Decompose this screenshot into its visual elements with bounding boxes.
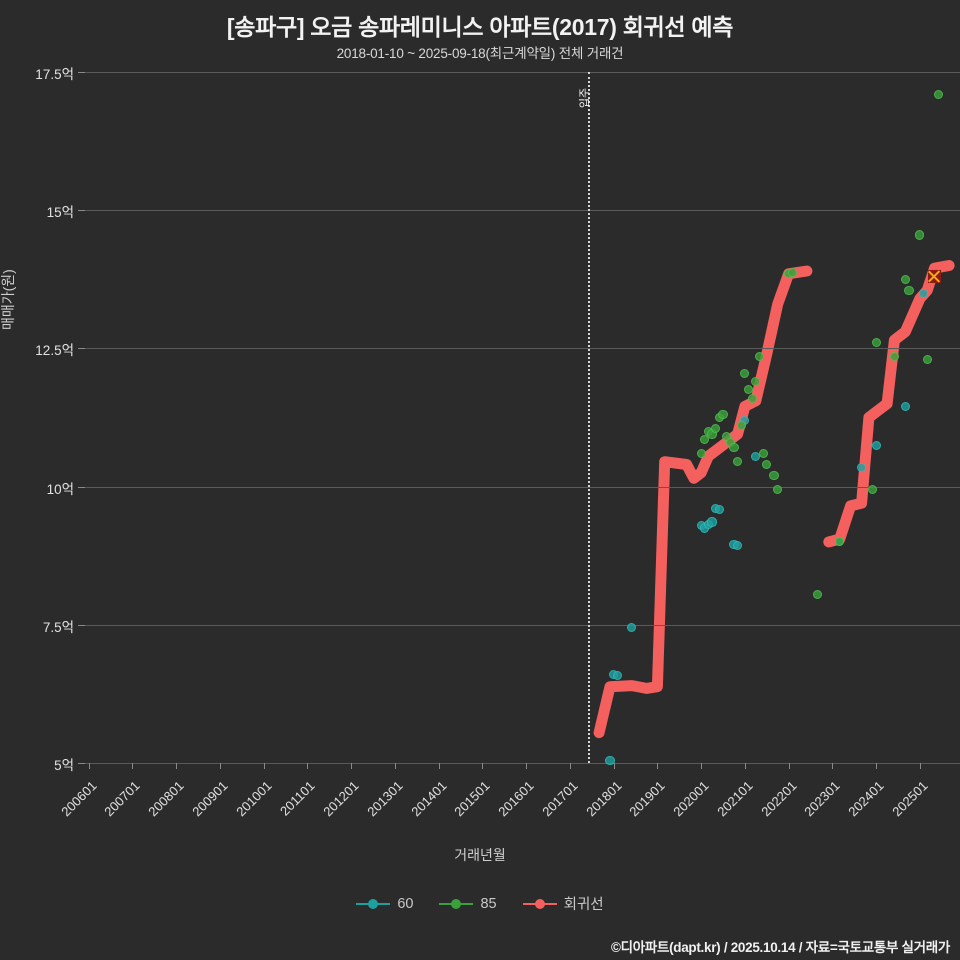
y-tick-mark <box>78 624 85 626</box>
y-tick-label: 5억 <box>54 758 74 773</box>
scatter-point-85 <box>889 352 899 362</box>
footer-credit: ©디아파트(dapt.kr) / 2025.10.14 / 자료=국토교통부 실… <box>610 940 950 955</box>
scatter-point-60 <box>856 462 867 472</box>
x-axis-title: 거래년월 <box>454 847 506 863</box>
scatter-point-85 <box>758 448 768 459</box>
scatter-point-60 <box>733 541 743 551</box>
legend-label: 회귀선 <box>563 897 604 913</box>
x-tick-mark <box>526 763 528 769</box>
legend-swatch-icon <box>356 897 391 911</box>
y-tick-label: 15억 <box>46 205 74 221</box>
scatter-point-85 <box>743 385 754 395</box>
x-tick-mark <box>613 763 615 769</box>
x-tick-mark <box>744 763 746 769</box>
latest-contract-marker <box>927 270 941 284</box>
x-tick-mark <box>219 763 221 769</box>
legend-swatch-icon <box>439 897 474 911</box>
x-tick-mark <box>263 763 265 769</box>
scatter-point-85 <box>787 267 797 277</box>
scatter-point-85 <box>769 470 779 481</box>
x-tick-mark <box>351 763 353 769</box>
x-tick-mark <box>176 763 178 769</box>
scatter-point-85 <box>733 457 743 467</box>
move-in-event-label: 입주 <box>579 87 592 109</box>
y-tick-mark <box>78 210 85 212</box>
legend-item-1[interactable]: 60 <box>356 896 413 912</box>
y-tick-label: 10억 <box>46 481 74 497</box>
x-tick-mark <box>569 763 571 769</box>
scatter-point-85 <box>751 376 761 387</box>
x-tick-mark <box>132 763 134 769</box>
x-tick-mark <box>88 763 90 769</box>
plot-area <box>85 72 960 765</box>
scatter-point-85 <box>718 410 728 420</box>
gridline-y <box>85 486 960 488</box>
scatter-point-85 <box>729 443 739 453</box>
scatter-point-85 <box>904 285 914 295</box>
scatter-point-60 <box>918 288 929 298</box>
scatter-point-85 <box>867 484 878 494</box>
gridline-y <box>85 210 960 212</box>
scatter-point-85 <box>813 589 823 599</box>
regression-line-layer <box>593 260 955 739</box>
scatter-point-60 <box>900 401 910 412</box>
y-tick-mark <box>78 486 85 488</box>
scatter-point-85 <box>700 435 710 445</box>
chart-legend: 60 85 회귀선 <box>0 893 960 914</box>
y-tick-mark <box>78 763 85 764</box>
legend-item-3[interactable]: 회귀선 <box>522 893 604 914</box>
scatter-point-85 <box>871 338 881 348</box>
y-axis-title: 매매가(원) <box>0 269 16 330</box>
x-tick-mark <box>307 763 309 769</box>
y-tick-mark <box>78 72 85 73</box>
x-tick-mark <box>394 763 396 769</box>
scatter-point-60 <box>605 755 615 765</box>
scatter-point-60 <box>612 671 622 681</box>
x-tick-mark <box>919 763 921 769</box>
scatter-point-85 <box>711 423 721 434</box>
scatter-point-85 <box>773 484 783 494</box>
y-tick-label: 12.5억 <box>35 343 74 359</box>
scatter-point-85 <box>747 393 757 403</box>
legend-item-2[interactable]: 85 <box>439 895 497 912</box>
scatter-point-60 <box>627 622 637 633</box>
x-tick-mark <box>788 763 790 769</box>
scatter-point-85 <box>915 230 925 240</box>
regression-line-segment <box>823 260 955 548</box>
scatter-point-60 <box>871 440 881 450</box>
chart-subtitle: 2018-01-10 ~ 2025-09-18(최근계약일) 전체 거래건 <box>336 46 624 61</box>
x-tick-mark <box>438 763 440 769</box>
legend-swatch-icon <box>522 897 557 911</box>
x-tick-mark <box>832 763 834 769</box>
y-tick-label: 17.5억 <box>35 67 74 82</box>
x-tick-mark <box>876 763 878 769</box>
scatter-point-85 <box>933 89 943 99</box>
gridline-y <box>85 72 960 73</box>
y-tick-mark <box>78 348 85 350</box>
gridline-y <box>85 763 960 764</box>
page-title: [송파구] 오금 송파레미니스 아파트(2017) 회귀선 예측 <box>226 14 734 40</box>
scatter-point-85 <box>922 354 932 365</box>
legend-label: 85 <box>480 895 497 912</box>
scatter-point-60 <box>714 505 724 515</box>
y-tick-label: 7.5억 <box>42 619 74 635</box>
legend-label: 60 <box>397 895 414 912</box>
scatter-point-85 <box>835 537 845 547</box>
scatter-point-85 <box>696 448 706 459</box>
x-tick-mark <box>482 763 484 769</box>
gridline-y <box>85 624 960 626</box>
regression-line-segment <box>593 265 813 739</box>
scatter-point-85 <box>900 274 910 284</box>
move-in-event-line <box>588 72 591 763</box>
scatter-point-85 <box>762 459 772 470</box>
x-tick-mark <box>701 763 703 769</box>
scatter-point-85 <box>736 421 746 431</box>
scatter-point-85 <box>754 352 765 362</box>
gridline-y <box>85 348 960 350</box>
scatter-point-85 <box>740 368 750 378</box>
x-tick-mark <box>657 763 659 769</box>
scatter-point-60 <box>707 517 717 527</box>
